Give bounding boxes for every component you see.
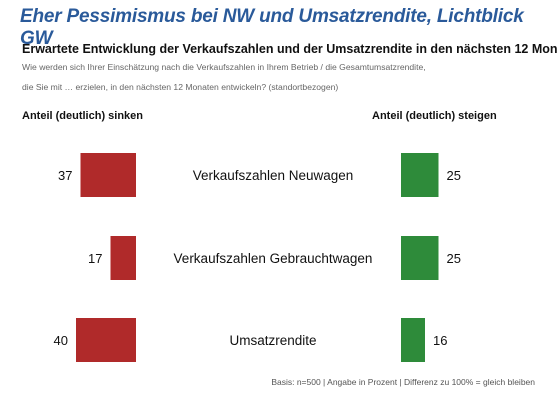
increase-value-label: 25 [447, 168, 461, 183]
increase-bar [401, 153, 439, 197]
category-label: Verkaufszahlen Gebrauchtwagen [174, 251, 373, 266]
increase-value-label: 25 [447, 251, 461, 266]
right-column-label: Anteil (deutlich) steigen [372, 110, 497, 122]
decline-bar [110, 236, 136, 280]
chart-subtitle: Erwartete Entwicklung der Verkaufszahlen… [22, 42, 557, 56]
left-column-label: Anteil (deutlich) sinken [22, 110, 144, 122]
decline-value-label: 37 [58, 168, 72, 183]
increase-bar [401, 318, 425, 362]
increase-bar [401, 236, 439, 280]
decline-bar [80, 153, 136, 197]
headline: Eher Pessimismus bei NW und Umsatzrendit… [20, 6, 524, 49]
question-line-2: die Sie mit … erzielen, in den nächsten … [22, 82, 339, 92]
category-label: Verkaufszahlen Neuwagen [193, 168, 354, 183]
decline-bar [76, 318, 136, 362]
category-label: Umsatzrendite [229, 333, 316, 348]
increase-value-label: 16 [433, 333, 447, 348]
footnote: Basis: n=500 | Angabe in Prozent | Diffe… [271, 377, 535, 387]
decline-value-label: 17 [88, 251, 102, 266]
question-line-1: Wie werden sich Ihrer Einschätzung nach … [22, 62, 426, 72]
decline-value-label: 40 [54, 333, 68, 348]
